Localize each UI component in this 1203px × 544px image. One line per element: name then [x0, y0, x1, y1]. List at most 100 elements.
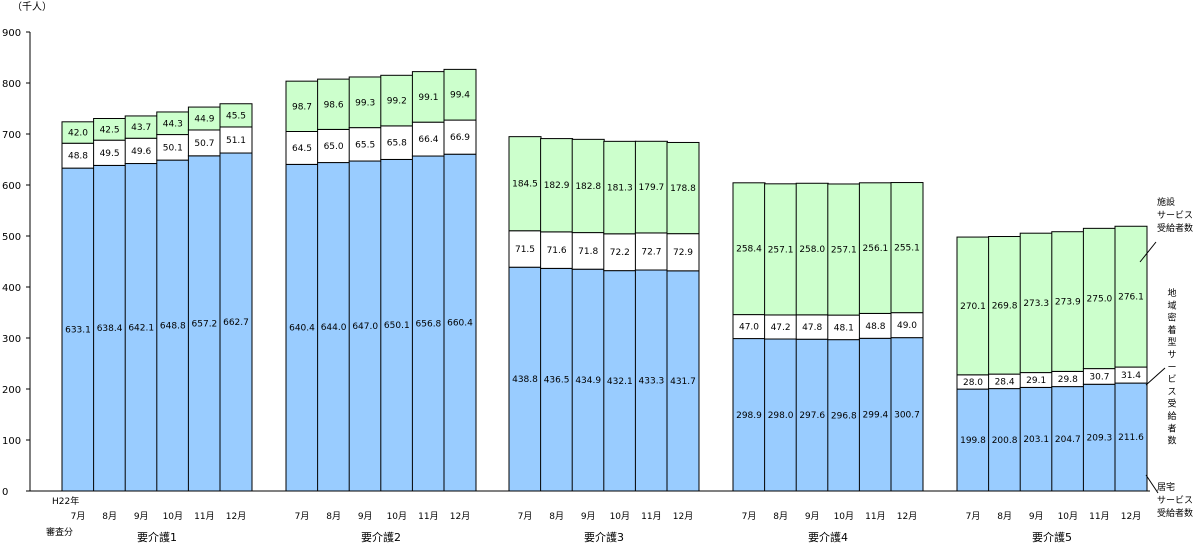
data-label: 29.1 [1026, 376, 1046, 386]
bar-segment-chiiki [219, 126, 253, 154]
x-tick-label: 7月 [71, 511, 86, 522]
data-label: 181.3 [607, 184, 633, 194]
data-label: 179.7 [639, 183, 665, 193]
legend-label-char: ビ [1167, 374, 1176, 385]
data-label: 50.7 [194, 139, 214, 149]
bar-segment-kyotaku [348, 160, 382, 492]
x-tick-label: 9月 [358, 511, 373, 522]
bar-segment-chiiki [508, 230, 542, 268]
bar-segment-shisetsu [988, 236, 1022, 375]
data-label: 434.9 [575, 376, 601, 386]
data-label: 65.5 [355, 140, 375, 150]
legend-label: サービス [1157, 210, 1193, 221]
legend-label: サービス [1157, 495, 1193, 506]
data-label: 211.6 [1118, 433, 1144, 443]
legend-label: 施設 [1157, 196, 1175, 208]
legend-label-char: ス [1167, 387, 1176, 397]
x-tick-label: 7月 [742, 511, 757, 522]
data-label: 44.3 [163, 119, 183, 129]
data-label: 297.6 [799, 411, 825, 421]
data-label: 51.1 [226, 136, 246, 146]
data-label: 71.6 [547, 246, 567, 256]
data-label: 257.1 [831, 246, 857, 256]
bar-segment-kyotaku [764, 338, 798, 492]
data-label: 182.8 [575, 182, 601, 192]
bar-segment-shisetsu [285, 80, 319, 133]
data-label: 203.1 [1023, 435, 1049, 445]
y-axis-unit: （千人） [12, 1, 52, 13]
data-label: 431.7 [670, 377, 696, 387]
bar-segment-shisetsu [634, 140, 668, 234]
data-label: 275.0 [1087, 294, 1113, 304]
data-label: 257.1 [768, 245, 794, 255]
bar-segment-kyotaku [124, 163, 158, 492]
x-tick-label: 8月 [102, 511, 117, 522]
bar-segment-shisetsu [540, 138, 574, 233]
bar-group: 640.4 64.5 98.7 644.0 65.0 98.6 647.0 65.5 99.3 6… [285, 68, 477, 492]
data-label: 48.8 [68, 152, 88, 162]
y-tick-label: 700 [2, 130, 21, 141]
footnote-label: 審査分 [46, 526, 73, 538]
bar-segment-chiiki [411, 121, 445, 157]
bar-segment-kyotaku [732, 338, 766, 492]
bar-segment-kyotaku [1051, 386, 1085, 492]
x-tick-label: 10月 [163, 511, 183, 522]
data-label: 258.4 [736, 245, 762, 255]
bar-group: 199.8 28.0 270.1 200.8 28.4 269.8 203.1 29.1 273… [956, 225, 1148, 492]
group-label: 要介護2 [361, 530, 401, 544]
data-label: 66.4 [418, 135, 438, 145]
bar-segment-shisetsu [858, 182, 892, 314]
legend-label-char: 着 [1167, 324, 1176, 336]
data-label: 29.8 [1058, 375, 1078, 385]
data-label: 436.5 [544, 376, 570, 386]
bar-segment-kyotaku [156, 159, 190, 492]
data-label: 99.1 [418, 93, 438, 103]
bar-segment-kyotaku [1082, 383, 1116, 492]
bar-segment-kyotaku [666, 270, 700, 492]
legend-label-char: 域 [1167, 299, 1176, 311]
bar-segment-kyotaku [956, 388, 990, 492]
data-label: 299.4 [863, 411, 889, 421]
data-label: 44.9 [194, 115, 214, 125]
x-tick-label: 11月 [865, 511, 885, 522]
bar-segment-kyotaku [858, 337, 892, 492]
bar-segment-kyotaku [634, 269, 668, 492]
bar-segment-kyotaku [988, 388, 1022, 492]
legend-leader-line [1145, 367, 1166, 386]
data-label: 273.9 [1055, 298, 1081, 308]
bar-group: 438.8 71.5 184.5 436.5 71.6 182.9 434.9 71.8 182… [508, 136, 700, 492]
legend-label-char: 給 [1167, 410, 1176, 422]
data-label: 660.4 [447, 319, 473, 329]
bar-segment-shisetsu [380, 74, 414, 127]
x-tick-label: 12月 [450, 511, 470, 522]
bar-segment-shisetsu [571, 138, 605, 234]
legend-label-char: 型 [1167, 337, 1176, 348]
legend-leader-line [1145, 474, 1159, 494]
x-tick-label: 10月 [834, 511, 854, 522]
data-label: 642.1 [128, 323, 154, 333]
group-label: 要介護1 [137, 530, 177, 544]
legend-label: 受給者数 [1157, 222, 1193, 234]
data-label: 199.8 [960, 436, 986, 446]
legend-label: 居宅 [1157, 481, 1175, 493]
bar-segment-kyotaku [571, 268, 605, 492]
legend-label-char: サ [1167, 350, 1176, 361]
x-tick-label: 9月 [805, 511, 820, 522]
data-label: 98.7 [292, 102, 312, 112]
data-label: 48.1 [834, 323, 854, 333]
data-label: 50.1 [163, 143, 183, 153]
x-tick-label: 11月 [1089, 511, 1109, 522]
data-label: 258.0 [799, 245, 825, 255]
data-label: 298.9 [736, 411, 762, 421]
data-label: 72.7 [641, 247, 661, 257]
x-tick-label: 8月 [997, 511, 1012, 522]
data-label: 178.8 [670, 184, 696, 194]
data-label: 276.1 [1118, 293, 1144, 303]
bar-segment-shisetsu [666, 141, 700, 235]
y-tick-label: 600 [2, 181, 21, 192]
data-label: 48.8 [865, 322, 885, 332]
bar-segment-kyotaku [508, 266, 542, 492]
bar-segment-shisetsu [603, 140, 637, 235]
data-label: 662.7 [223, 318, 249, 328]
